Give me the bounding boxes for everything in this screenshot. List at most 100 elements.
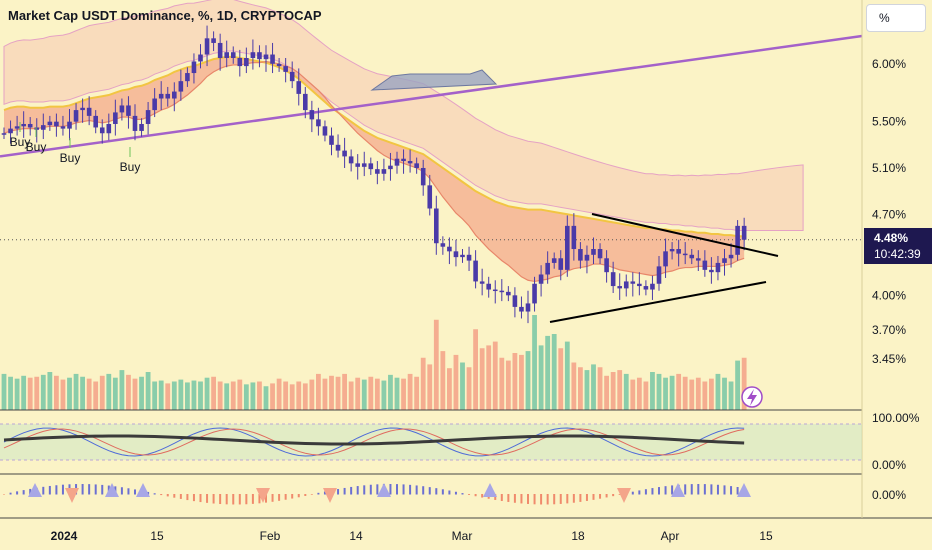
volume-bar [47,372,53,410]
histogram-bar [55,485,58,495]
histogram-bar [245,494,248,505]
volume-bar [623,373,629,410]
candle-body [119,105,125,113]
candle-body [722,258,727,263]
candle-body [525,303,531,312]
candle-body [204,38,210,55]
candle-body [211,38,216,43]
volume-bar [8,376,13,410]
histogram-bar [618,494,621,495]
candle-body [80,107,85,111]
volume-bar [551,334,557,410]
volume-bar [571,362,577,410]
buy-label: Buy [26,140,47,154]
volume-bar [584,370,590,410]
volume-bar [86,378,92,410]
candle-body [571,225,577,250]
lightning-icon-glyph [747,389,757,406]
histogram-bar [192,494,195,502]
histogram-bar [461,493,464,495]
candle-body [715,262,721,273]
volume-bar [715,373,721,410]
candle-body [289,71,295,82]
triangle-lower-line[interactable] [549,281,767,323]
histogram-bar [337,489,340,495]
histogram-bar [671,485,674,495]
histogram-bar [94,484,97,495]
volume-bar [505,360,511,410]
histogram-bar [599,494,602,499]
volume-bar [394,377,400,410]
histogram-bar [553,494,556,505]
volume-bar [486,345,492,410]
histogram-bar [697,484,700,495]
histogram-bar [323,491,326,495]
histogram-bar [690,484,693,495]
volume-bar [591,364,596,410]
volume-bar [54,375,59,410]
histogram-bar [474,494,477,497]
histogram-bar [42,486,45,495]
candle-body [86,107,92,116]
candle-body [604,258,609,273]
candle-body [420,167,426,186]
histogram-bar [540,494,543,505]
volume-bar [388,374,393,410]
candle-body [669,249,675,252]
histogram-bar [566,494,569,504]
candle-body [132,115,138,131]
candle-body [283,66,288,72]
volume-bar [243,384,249,410]
histogram-bar [350,486,353,495]
histogram-bar [664,486,667,495]
volume-bar [578,367,583,410]
candle-body [335,144,341,151]
volume-bar [171,381,177,410]
volume-bar [185,382,190,410]
candle-body [368,163,374,170]
countdown-timer: 10:42:39 [874,247,921,261]
volume-bar [597,367,603,410]
unit-toggle-button[interactable]: % [866,4,926,32]
signal-triangle-up [377,483,391,497]
volume-bar [263,386,269,410]
volume-bar [322,378,328,410]
histogram-bar [199,494,202,503]
volume-bar [669,375,675,410]
candle-body [591,249,596,255]
kumo-twist [370,69,498,91]
buy-label: Buy [60,151,81,165]
volume-bar [27,377,33,410]
volume-bar [132,378,138,410]
volume-bar [80,376,85,410]
ema-ribbon-fill [4,56,745,282]
candle-body [41,125,46,130]
price-axis-background [862,0,932,550]
candle-body [479,281,485,284]
candle-body [172,91,177,99]
triangle-upper-line[interactable] [591,213,779,257]
histogram-bar [592,494,595,500]
volume-bar [152,381,158,410]
candle-body [741,225,747,240]
histogram-bar [546,494,549,505]
volume-bar [558,348,564,410]
histogram-bar [9,492,12,495]
volume-bar [656,373,662,410]
signal-triangle-down [323,488,337,503]
candle-body [361,163,367,167]
volume-bar [676,373,682,410]
histogram-bar [520,494,523,504]
candle-body [623,281,629,289]
volume-bar [112,377,118,410]
volume-bar [381,380,387,410]
volume-bar [532,315,537,410]
stoch-d-line [3,428,745,456]
price-axis-tick-label: 4.70% [872,207,906,221]
volume-bar [499,357,505,410]
histogram-bar [730,486,733,495]
histogram-bar [723,485,726,495]
histogram-bar [153,493,156,495]
histogram-bar [22,490,25,495]
